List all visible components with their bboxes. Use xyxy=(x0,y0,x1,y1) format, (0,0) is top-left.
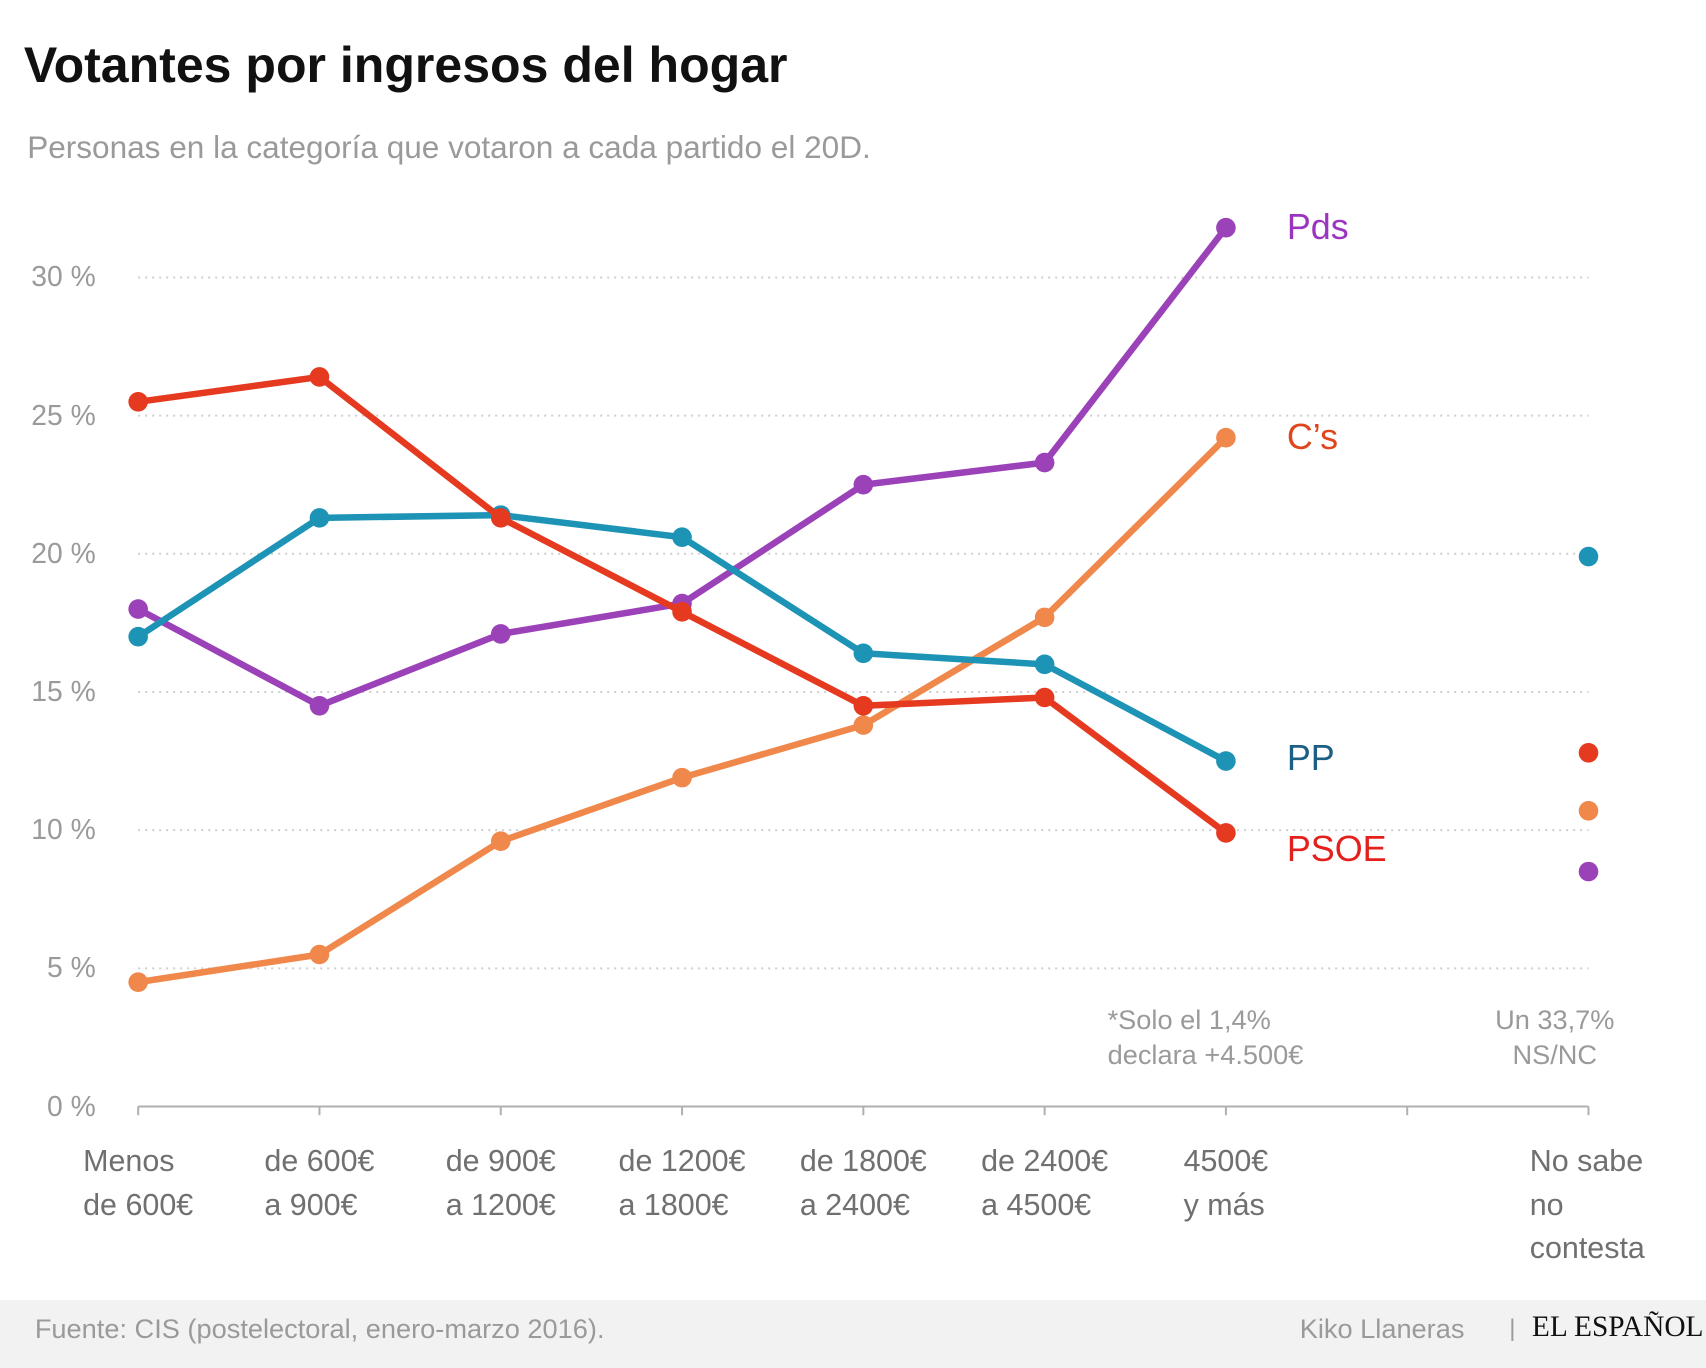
data-point xyxy=(1578,546,1599,567)
data-point xyxy=(1216,751,1236,771)
series-line xyxy=(134,224,1230,710)
data-point xyxy=(1034,452,1055,473)
annotation: Un 33,7% NS/NC xyxy=(1495,1004,1615,1070)
data-point xyxy=(1216,427,1236,448)
x-tick-label: de 1800€ a 2400€ xyxy=(799,1144,927,1222)
separator: | xyxy=(1509,1315,1516,1343)
y-tick-label: 15 % xyxy=(31,675,96,707)
legend-label: C’s xyxy=(1286,417,1339,458)
data-point xyxy=(1034,654,1055,675)
x-tick-label: 4500€ y más xyxy=(1183,1144,1269,1222)
data-point xyxy=(1578,801,1599,821)
source: Fuente: CIS (postelectoral, enero-marzo … xyxy=(34,1313,605,1345)
data-point xyxy=(490,508,511,528)
x-tick-label: Menos de 600€ xyxy=(83,1144,194,1222)
legend-label: PP xyxy=(1286,738,1335,779)
data-point xyxy=(853,474,874,495)
data-point xyxy=(128,626,148,647)
data-point xyxy=(309,944,330,965)
data-point xyxy=(672,527,692,548)
legend-label: Pds xyxy=(1286,207,1349,248)
data-point xyxy=(490,831,511,851)
annotation: *Solo el 1,4% declara +4.500€ xyxy=(1107,1004,1304,1070)
data-point xyxy=(853,696,874,716)
author: Kiko Llaneras xyxy=(1299,1313,1465,1345)
data-point xyxy=(1034,687,1055,708)
legend-label: PSOE xyxy=(1286,828,1387,869)
chart-subtitle: Personas en la categoría que votaron a c… xyxy=(27,129,871,166)
data-point xyxy=(672,767,692,788)
data-point xyxy=(128,599,148,619)
chart-title: Votantes por ingresos del hogar xyxy=(23,37,788,94)
x-tick-label: de 2400€ a 4500€ xyxy=(981,1144,1109,1222)
data-point xyxy=(672,602,692,622)
y-tick-label: 10 % xyxy=(31,813,96,846)
data-point xyxy=(128,972,148,992)
data-point xyxy=(128,392,148,412)
x-tick-label: No sabe no contesta xyxy=(1529,1144,1645,1266)
x-tick-label: de 1200€ a 1800€ xyxy=(618,1144,746,1222)
y-tick-label: 25 % xyxy=(31,398,96,431)
x-tick-label: de 900€ a 1200€ xyxy=(445,1144,556,1222)
y-tick-label: 5 % xyxy=(47,951,96,984)
data-point xyxy=(490,624,511,644)
data-point xyxy=(1578,742,1599,763)
data-point xyxy=(1034,607,1055,628)
data-point xyxy=(1216,217,1236,238)
x-tick-label: de 600€ a 900€ xyxy=(264,1144,375,1222)
publisher: EL ESPAÑOL xyxy=(1531,1310,1704,1343)
data-point xyxy=(309,367,330,387)
data-point xyxy=(309,696,330,716)
data-point xyxy=(1578,861,1599,882)
series-line xyxy=(134,511,1230,765)
data-point xyxy=(853,715,874,735)
data-point xyxy=(853,643,874,664)
data-point xyxy=(309,508,330,528)
y-tick-label: 20 % xyxy=(31,536,96,569)
y-tick-label: 0 % xyxy=(47,1089,96,1122)
y-tick-label: 30 % xyxy=(31,260,96,293)
footer-band xyxy=(0,1300,1706,1368)
data-point xyxy=(1216,823,1236,843)
